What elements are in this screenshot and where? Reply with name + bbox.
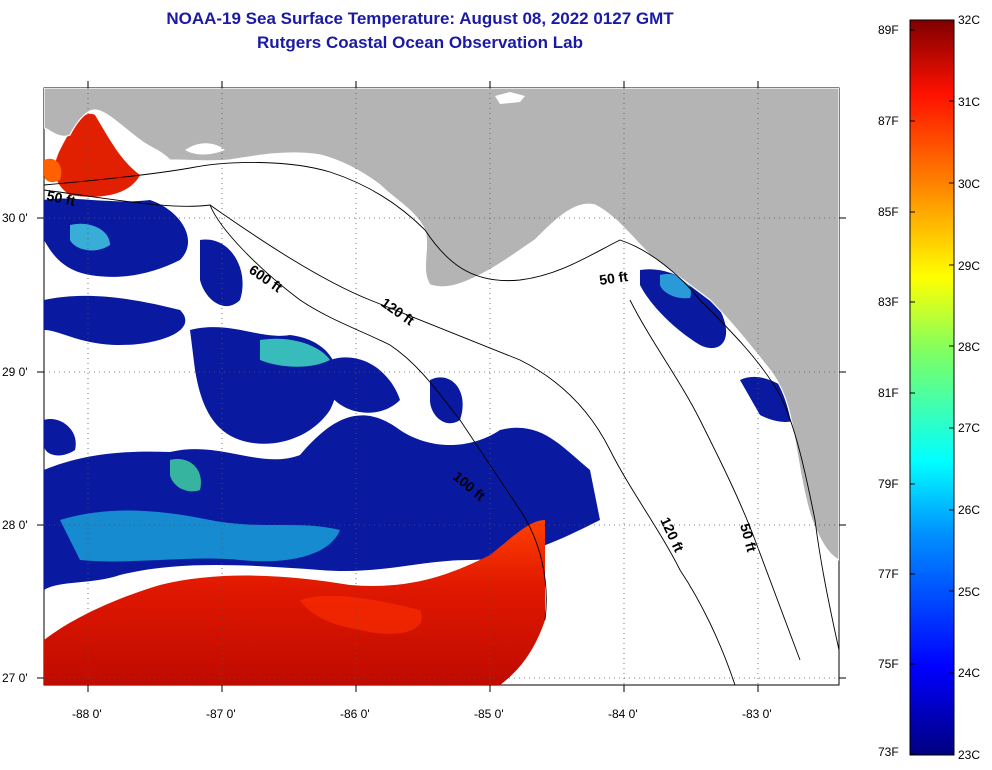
colorbar-f-label: 79F: [878, 477, 899, 491]
title-line-1: NOAA-19 Sea Surface Temperature: August …: [166, 9, 674, 28]
lat-tick-label: 29 0': [2, 365, 28, 379]
colorbar-c-label: 30C: [958, 177, 981, 191]
colorbar-ticks: [910, 19, 954, 756]
colorbar: [909, 19, 955, 756]
colorbar-f-label: 81F: [878, 386, 899, 400]
contour-label-50ft-south: 50 ft: [737, 522, 760, 554]
colorbar-f-label: 73F: [878, 745, 899, 759]
title-line-2: Rutgers Coastal Ocean Observation Lab: [257, 33, 583, 52]
mobile-bay-warm: [54, 113, 140, 197]
lat-tick-label: 27 0': [2, 671, 28, 685]
lon-tick-label: -88 0': [72, 707, 102, 721]
colorbar-c-label: 23C: [958, 748, 981, 762]
colorbar-f-label: 85F: [878, 205, 899, 219]
colorbar-f-label: 87F: [878, 114, 899, 128]
colorbar-f-label: 75F: [878, 657, 899, 671]
colorbar-c-label: 28C: [958, 340, 981, 354]
colorbar-f-label: 77F: [878, 567, 899, 581]
lat-tick-label: 28 0': [2, 518, 28, 532]
colorbar-c-label: 24C: [958, 666, 981, 680]
colorbar-c-label: 29C: [958, 259, 981, 273]
lon-tick-label: -85 0': [474, 707, 504, 721]
land-mass: [44, 88, 839, 561]
colorbar-f-label: 89F: [878, 23, 899, 37]
depth-contours: [44, 162, 839, 685]
lon-tick-label: -83 0': [742, 707, 772, 721]
colorbar-c-label: 25C: [958, 585, 981, 599]
contour-label-50ft-bigbend: 50 ft: [598, 268, 629, 288]
lat-tick-label: 30 0': [2, 211, 28, 225]
lon-tick-label: -84 0': [608, 707, 638, 721]
mid-temperature-patches: [60, 223, 691, 562]
warm-water-region: [44, 520, 545, 685]
lon-tick-label: -87 0': [206, 707, 236, 721]
tick-marks: [37, 81, 846, 692]
colorbar-c-label: 26C: [958, 503, 981, 517]
colorbar-c-label: 31C: [958, 95, 981, 109]
colorbar-f-label: 83F: [878, 295, 899, 309]
colorbar-c-label: 32C: [958, 13, 981, 27]
lon-tick-label: -86 0': [340, 707, 370, 721]
colorbar-c-label: 27C: [958, 421, 981, 435]
contour-label-50ft-west: 50 ft: [45, 187, 77, 209]
